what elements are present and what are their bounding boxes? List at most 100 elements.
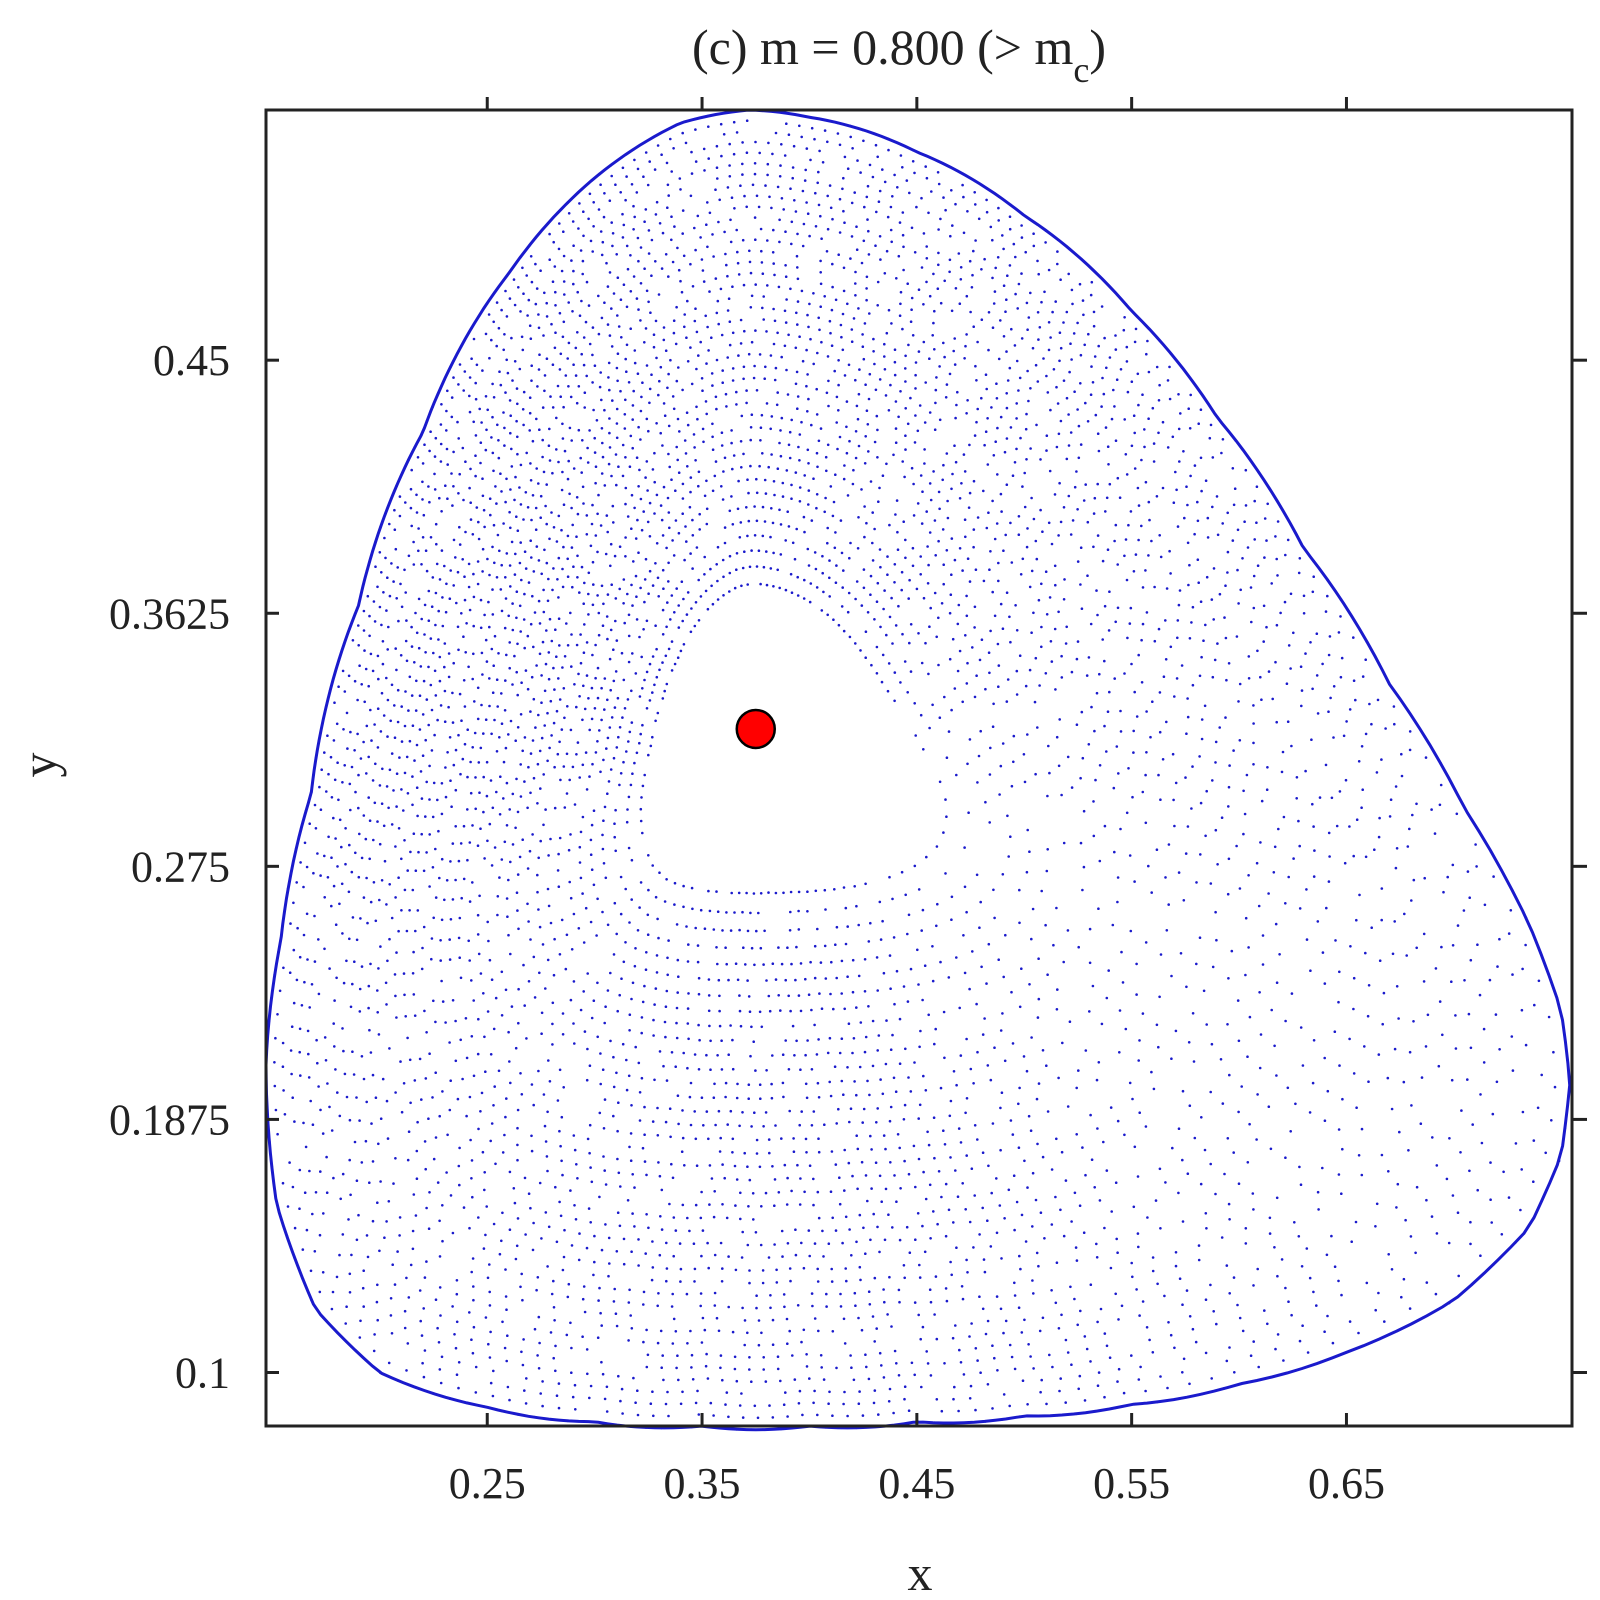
orbit-point [1026,1186,1029,1189]
orbit-point [522,518,525,521]
orbit-point [584,320,588,324]
orbit-point [892,1076,896,1080]
orbit-point [580,471,583,474]
orbit-point [1116,876,1120,879]
orbit-point [1078,1204,1082,1207]
orbit-point [1420,1076,1424,1079]
orbit-point [867,1377,871,1381]
orbit-point [1078,1374,1082,1378]
orbit-point [954,1169,957,1172]
orbit-point [407,554,411,558]
orbit-point [1250,620,1253,624]
orbit-point [1004,533,1007,537]
orbit-point [1316,1190,1320,1194]
orbit-point [766,284,769,287]
orbit-point [645,670,649,674]
orbit-point [841,187,844,191]
orbit-point [1197,1244,1201,1247]
orbit-point [1289,592,1293,596]
orbit-point [640,1076,644,1080]
orbit-point [762,565,766,569]
orbit-point [965,412,968,415]
orbit-point [1096,1320,1099,1324]
orbit-point [835,1122,838,1125]
orbit-point [345,1095,349,1099]
orbit-point [820,609,824,612]
orbit-point [1087,743,1091,746]
orbit-point [1090,705,1093,709]
orbit-point [1038,326,1042,329]
orbit-point [953,337,956,340]
orbit-point [1045,374,1048,378]
orbit-point [779,553,783,556]
orbit-point [764,184,767,187]
orbit-point [687,992,690,995]
orbit-point [432,781,436,785]
orbit-point [964,535,967,539]
orbit-point [797,890,801,894]
orbit-point [1040,625,1043,629]
orbit-point [557,247,561,251]
orbit-point [488,822,492,826]
orbit-point [1435,1164,1439,1167]
orbit-point [452,538,456,542]
orbit-point [803,530,806,534]
orbit-point [689,1329,692,1333]
orbit-point [857,392,861,396]
orbit-point [653,168,657,171]
orbit-point [924,641,927,645]
orbit-point [710,584,713,588]
orbit-point [1323,982,1327,985]
orbit-point [531,1248,535,1252]
orbit-point [1188,427,1192,430]
orbit-point [523,736,527,739]
orbit-point [1145,751,1148,754]
orbit-point [1032,1367,1035,1370]
orbit-point [943,279,946,283]
orbit-point [955,1083,958,1087]
orbit-point [1179,412,1182,415]
orbit-point [708,1203,711,1206]
orbit-point [582,234,585,238]
orbit-point [1116,476,1120,480]
orbit-point [1352,854,1355,858]
orbit-point [731,1330,735,1334]
orbit-point [571,765,575,769]
orbit-point [1039,1211,1043,1214]
orbit-point [742,377,745,381]
orbit-point [1050,542,1054,546]
orbit-point [492,1222,496,1226]
orbit-point [886,689,890,693]
orbit-point [1001,873,1005,876]
orbit-point [829,331,832,335]
orbit-point [1053,493,1057,496]
orbit-point [583,1030,587,1033]
orbit-point [482,508,486,512]
orbit-point [755,491,759,495]
orbit-point [504,1115,507,1119]
orbit-point [609,542,613,546]
orbit-point [829,206,833,210]
orbit-point [613,554,617,558]
orbit-point [1022,1055,1026,1058]
orbit-point [1489,1198,1492,1201]
orbit-point [885,462,888,466]
orbit-point [596,897,599,901]
orbit-point [348,782,352,786]
orbit-point [683,558,686,562]
orbit-point [716,545,720,549]
orbit-point [411,972,415,975]
orbit-point [689,346,692,349]
orbit-point [626,515,630,518]
orbit-point [515,419,518,423]
orbit-point [999,415,1003,419]
orbit-point [758,1083,762,1086]
orbit-point [428,885,431,888]
orbit-point [510,447,513,451]
orbit-point [965,1154,968,1157]
orbit-point [500,1239,503,1243]
orbit-point [1188,563,1191,567]
orbit-point [953,363,957,366]
orbit-point [953,687,957,690]
orbit-point [799,1009,803,1013]
